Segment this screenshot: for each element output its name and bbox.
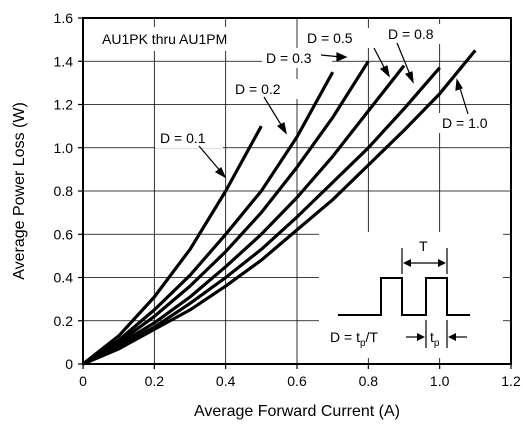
- x-tick-label: 0.6: [287, 373, 307, 389]
- inset-period-label: T: [419, 238, 428, 254]
- y-tick-label: 0.4: [54, 270, 74, 286]
- x-tick-label: 0.8: [359, 373, 379, 389]
- x-axis-title: Average Forward Current (A): [194, 403, 400, 420]
- series-label-d05: D = 0.5: [307, 30, 353, 46]
- y-tick-label: 0.6: [54, 226, 74, 242]
- series-line-1: [82, 125, 263, 366]
- y-tick-label: 0: [65, 356, 73, 372]
- y-tick-label: 1.2: [54, 97, 74, 113]
- x-tick-label: 1.2: [501, 373, 521, 389]
- series-label-d02: D = 0.2: [235, 81, 281, 97]
- series-label-d01: D = 0.1: [160, 130, 206, 146]
- axis-ticks: 0 0.2 0.4 0.6 0.8 1.0 1.2 0 0.2 0.4 0.6 0.8 1.0 1.2 1.…: [54, 10, 521, 389]
- inset-pulse-width-label: tp: [430, 329, 440, 349]
- y-tick-label: 1.0: [54, 140, 74, 156]
- y-axis-title: Average Power Loss (W): [11, 102, 28, 280]
- series-line-4: [82, 64, 406, 366]
- series-line-5: [82, 66, 441, 366]
- series-line-3: [82, 60, 370, 366]
- label-arrows: [198, 42, 469, 179]
- series-label-d08: D = 0.8: [388, 26, 434, 42]
- x-tick-label: 0.4: [216, 373, 236, 389]
- series-label-d03: D = 0.3: [266, 50, 312, 66]
- series-line-6: [82, 49, 477, 366]
- x-tick-label: 0.2: [145, 373, 165, 389]
- part-range-label-bg: [97, 27, 261, 51]
- duty-cycle-inset: T D = tp/T tp: [319, 232, 503, 358]
- series-lines: [82, 49, 477, 366]
- series-line-2: [82, 71, 335, 366]
- y-tick-label: 1.6: [54, 10, 74, 26]
- series-labels: D = 0.1 D = 0.2 D = 0.3 D = 0.5 D = 0.8 …: [155, 24, 504, 148]
- x-tick-label: 1.0: [430, 373, 450, 389]
- y-tick-label: 0.8: [54, 183, 74, 199]
- y-tick-label: 0.2: [54, 313, 74, 329]
- pulse-waveform: [338, 277, 470, 316]
- y-tick-label: 1.4: [54, 53, 74, 69]
- grid: [83, 18, 511, 364]
- x-tick-label: 0: [79, 373, 87, 389]
- inset-duty-formula: D = tp/T: [330, 329, 378, 349]
- part-range-label: AU1PK thru AU1PM: [102, 31, 227, 47]
- series-label-d10: D = 1.0: [442, 115, 488, 131]
